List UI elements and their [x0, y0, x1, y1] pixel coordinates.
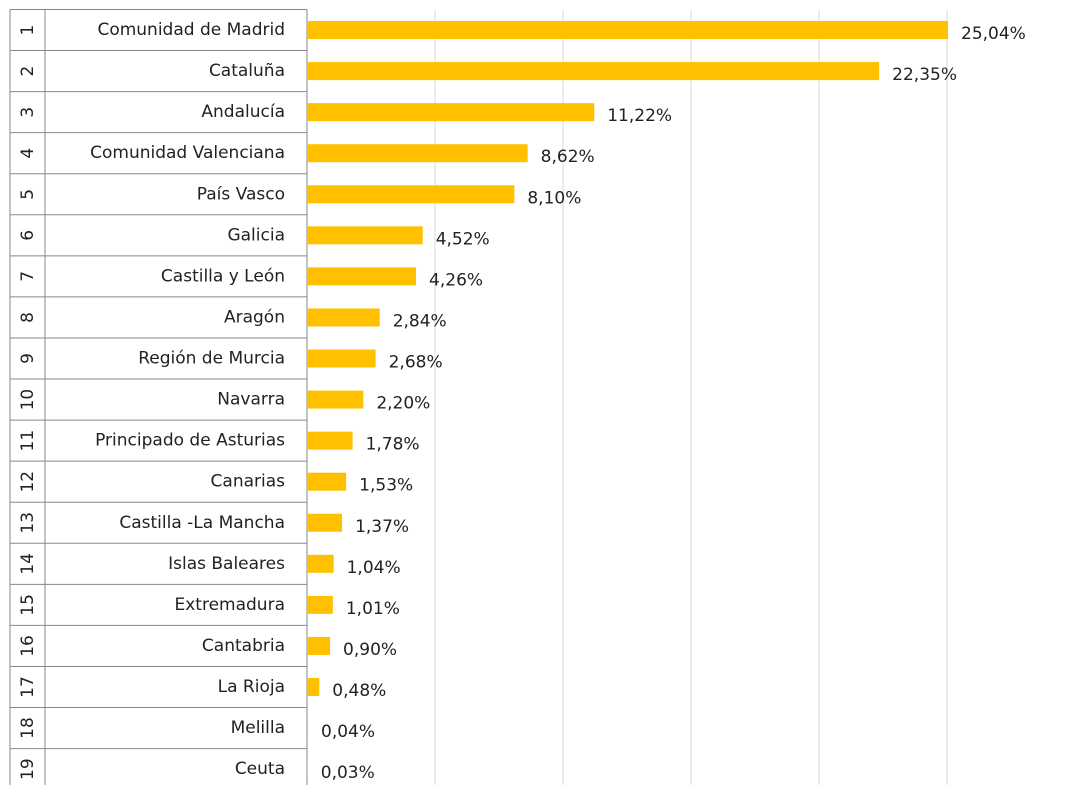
- bar: [307, 554, 334, 573]
- bar: [307, 595, 333, 614]
- rank-label: 5: [18, 189, 38, 200]
- category-label: Islas Baleares: [168, 554, 285, 574]
- category-label: Castilla y León: [161, 266, 285, 286]
- bar: [307, 390, 364, 409]
- category-label: Andalucía: [201, 102, 285, 122]
- category-label: Ceuta: [235, 759, 285, 779]
- rank-label: 10: [18, 389, 38, 411]
- category-label: Galicia: [227, 225, 285, 245]
- bar: [307, 349, 376, 368]
- category-label: Comunidad Valenciana: [90, 143, 285, 163]
- value-label: 11,22%: [607, 106, 672, 126]
- bar: [307, 185, 515, 204]
- rank-label: 2: [18, 66, 38, 77]
- bar: [307, 636, 331, 655]
- value-label: 1,01%: [346, 599, 400, 619]
- rank-label: 9: [18, 353, 38, 364]
- rank-label: 11: [18, 430, 38, 452]
- value-label: 8,10%: [527, 188, 581, 208]
- value-label: 2,68%: [389, 353, 443, 373]
- value-label: 1,78%: [366, 435, 420, 455]
- category-label: Cataluña: [209, 61, 285, 81]
- bar: [307, 144, 528, 163]
- category-label: Cantabria: [202, 636, 285, 656]
- rank-label: 12: [18, 471, 38, 493]
- bar: [307, 719, 309, 738]
- bar: [307, 760, 308, 779]
- category-label: País Vasco: [197, 184, 285, 204]
- category-label: Canarias: [211, 472, 286, 492]
- bar: [307, 472, 347, 491]
- value-label: 4,52%: [436, 229, 490, 249]
- value-label: 2,20%: [376, 394, 430, 414]
- category-label: Melilla: [231, 718, 285, 738]
- value-label: 0,03%: [321, 763, 375, 783]
- bar: [307, 308, 380, 327]
- value-label: 0,04%: [321, 722, 375, 742]
- category-label: Navarra: [217, 390, 285, 410]
- value-label: 8,62%: [541, 147, 595, 167]
- bar: [307, 431, 353, 450]
- rank-label: 19: [18, 758, 38, 780]
- category-label: Extremadura: [175, 595, 286, 615]
- bar: [307, 21, 949, 40]
- category-label: Comunidad de Madrid: [97, 20, 285, 40]
- category-label: Principado de Asturias: [95, 431, 285, 451]
- category-label: Región de Murcia: [138, 349, 285, 369]
- value-label: 1,04%: [347, 558, 401, 578]
- value-label: 25,04%: [961, 24, 1026, 44]
- value-label: 1,53%: [359, 476, 413, 496]
- rank-label: 6: [18, 230, 38, 241]
- value-label: 1,37%: [355, 517, 409, 537]
- rank-label: 13: [18, 512, 38, 534]
- rank-label: 16: [18, 635, 38, 657]
- value-label: 0,90%: [343, 640, 397, 660]
- bar: [307, 513, 343, 532]
- rank-label: 18: [18, 717, 38, 739]
- value-label: 2,84%: [393, 311, 447, 331]
- value-label: 22,35%: [892, 65, 957, 85]
- rank-label: 1: [18, 25, 38, 36]
- value-label: 0,48%: [332, 681, 386, 701]
- rank-label: 7: [18, 271, 38, 282]
- category-label: Castilla -La Mancha: [119, 513, 285, 533]
- bar: [307, 267, 417, 286]
- bar: [307, 226, 423, 245]
- rank-label: 17: [18, 676, 38, 698]
- rank-label: 4: [18, 148, 38, 159]
- category-label: Aragón: [224, 307, 285, 327]
- rank-label: 3: [18, 107, 38, 118]
- category-label: La Rioja: [218, 677, 285, 697]
- rank-label: 8: [18, 312, 38, 323]
- rank-label: 15: [18, 594, 38, 616]
- bar: [307, 62, 880, 81]
- bar: [307, 677, 320, 696]
- value-label: 4,26%: [429, 270, 483, 290]
- rank-label: 14: [18, 553, 38, 575]
- bar: [307, 103, 595, 122]
